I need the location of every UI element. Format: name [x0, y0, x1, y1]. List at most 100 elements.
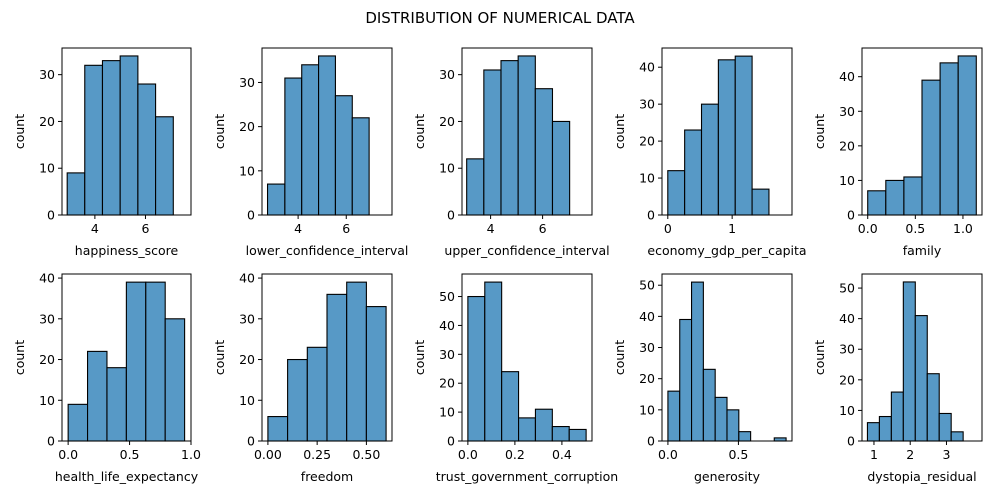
- histogram-bar: [101, 60, 121, 216]
- axes-frame: [261, 273, 393, 442]
- y-tick-label: 10: [39, 161, 55, 176]
- histogram-bar: [551, 120, 571, 216]
- histogram-bar: [119, 55, 139, 216]
- y-tick-label: 30: [39, 67, 55, 82]
- axes-frame: [861, 47, 983, 216]
- subplot-health_life_expectancy: 0 10 20 30 40 0.0 0.5 1.0 health_life_expectancy…: [12, 271, 201, 484]
- histogram-bar: [926, 373, 940, 442]
- y-tick-label: 40: [439, 318, 455, 333]
- y-axis-label: count: [212, 340, 227, 375]
- histogram-bar: [867, 190, 887, 216]
- histogram-bar: [700, 103, 719, 216]
- y-tick-label: 40: [639, 60, 655, 75]
- y-tick-label: 50: [839, 281, 855, 296]
- histogram-bar: [903, 176, 923, 216]
- x-tick-label: 6: [342, 221, 350, 236]
- y-tick-label: 10: [839, 173, 855, 188]
- y-tick-label: 20: [439, 114, 455, 129]
- histogram-bar: [106, 367, 127, 442]
- y-tick-label: 10: [39, 393, 55, 408]
- subplot-happiness_score: 0 10 20 30 4 6 happiness_score count: [12, 47, 192, 258]
- x-tick-label: 1: [728, 221, 736, 236]
- x-tick-label: 1: [870, 447, 878, 462]
- y-axis-label: count: [12, 340, 27, 375]
- y-tick-label: 20: [839, 372, 855, 387]
- x-tick-label: 3: [942, 447, 950, 462]
- histogram-bar: [517, 55, 536, 216]
- y-tick-label: 40: [639, 309, 655, 324]
- histogram-bar: [714, 396, 728, 442]
- y-axis-label: count: [812, 114, 827, 149]
- y-tick-label: 0: [647, 208, 655, 223]
- histogram-bar: [738, 431, 752, 442]
- histogram-bar: [751, 188, 770, 216]
- axes-frame: [61, 47, 192, 216]
- y-tick-label: 30: [439, 67, 455, 82]
- subplot-lower_confidence_interval: 0 10 20 30 4 6 lower_confidence_interval count: [212, 47, 408, 258]
- histogram-bar: [866, 422, 880, 442]
- histogram-bar: [534, 88, 554, 216]
- x-tick-label: 0.50: [352, 447, 380, 462]
- x-tick-label: 0.0: [658, 447, 678, 462]
- histogram-bar: [137, 83, 157, 216]
- histogram-bar: [467, 295, 486, 442]
- histogram-bar: [726, 409, 740, 442]
- histogram-bar: [67, 403, 89, 442]
- figure-title: DISTRIBUTION OF NUMERICAL DATA: [365, 9, 635, 27]
- y-tick-label: 30: [39, 311, 55, 326]
- subplot-economy_gdp_per_capita: 0 10 20 30 40 0 1 economy_gdp_per_capita count: [612, 47, 807, 258]
- y-tick-label: 0: [47, 208, 55, 223]
- x-tick-label: 0: [664, 221, 672, 236]
- y-tick-label: 50: [439, 289, 455, 304]
- y-tick-label: 50: [639, 278, 655, 293]
- histogram-bar: [878, 415, 892, 442]
- x-axis-label: freedom: [301, 469, 353, 484]
- histogram-bar: [551, 426, 570, 442]
- histogram-bar: [702, 368, 716, 442]
- y-tick-label: 0: [247, 208, 255, 223]
- histogram-bar: [318, 55, 336, 216]
- subplot-family: 0 10 20 30 40 0.0 0.5 1.0 family count: [812, 47, 983, 258]
- histogram-bar: [885, 179, 905, 216]
- y-axis-label: count: [412, 340, 427, 375]
- x-tick-label: 0.5: [728, 447, 748, 462]
- y-tick-label: 10: [839, 403, 855, 418]
- axes-frame: [861, 273, 983, 442]
- x-tick-label: 4: [294, 221, 302, 236]
- x-tick-label: 6: [539, 221, 547, 236]
- x-tick-label: 2: [906, 447, 914, 462]
- histogram-bar: [568, 428, 587, 442]
- y-axis-label: count: [212, 114, 227, 149]
- x-axis-label: happiness_score: [75, 243, 179, 258]
- axes-frame: [261, 47, 393, 216]
- histogram-bar: [346, 281, 367, 442]
- y-tick-label: 40: [839, 69, 855, 84]
- x-tick-label: 0.0: [58, 447, 78, 462]
- y-tick-label: 10: [439, 405, 455, 420]
- x-axis-label: generosity: [694, 469, 761, 484]
- y-axis-label: count: [812, 340, 827, 375]
- y-tick-label: 30: [839, 104, 855, 119]
- histogram-bar: [667, 170, 686, 216]
- histogram-bar: [84, 64, 104, 216]
- y-tick-label: 40: [239, 271, 255, 286]
- histogram-bar: [921, 79, 941, 216]
- histogram-bar: [125, 281, 147, 442]
- y-axis-label: count: [12, 114, 27, 149]
- y-tick-label: 20: [39, 352, 55, 367]
- y-tick-label: 10: [239, 163, 255, 178]
- y-tick-label: 30: [639, 97, 655, 112]
- y-tick-label: 30: [239, 311, 255, 326]
- histogram-bar: [734, 55, 753, 216]
- histogram-bar: [351, 117, 370, 216]
- y-tick-label: 10: [639, 402, 655, 417]
- y-tick-label: 20: [39, 114, 55, 129]
- x-tick-label: 0.5: [120, 447, 140, 462]
- histogram-bar: [717, 59, 736, 216]
- histogram-bar: [155, 116, 174, 216]
- histogram-bar: [518, 417, 536, 442]
- x-tick-label: 1.0: [181, 447, 201, 462]
- y-tick-label: 10: [639, 171, 655, 186]
